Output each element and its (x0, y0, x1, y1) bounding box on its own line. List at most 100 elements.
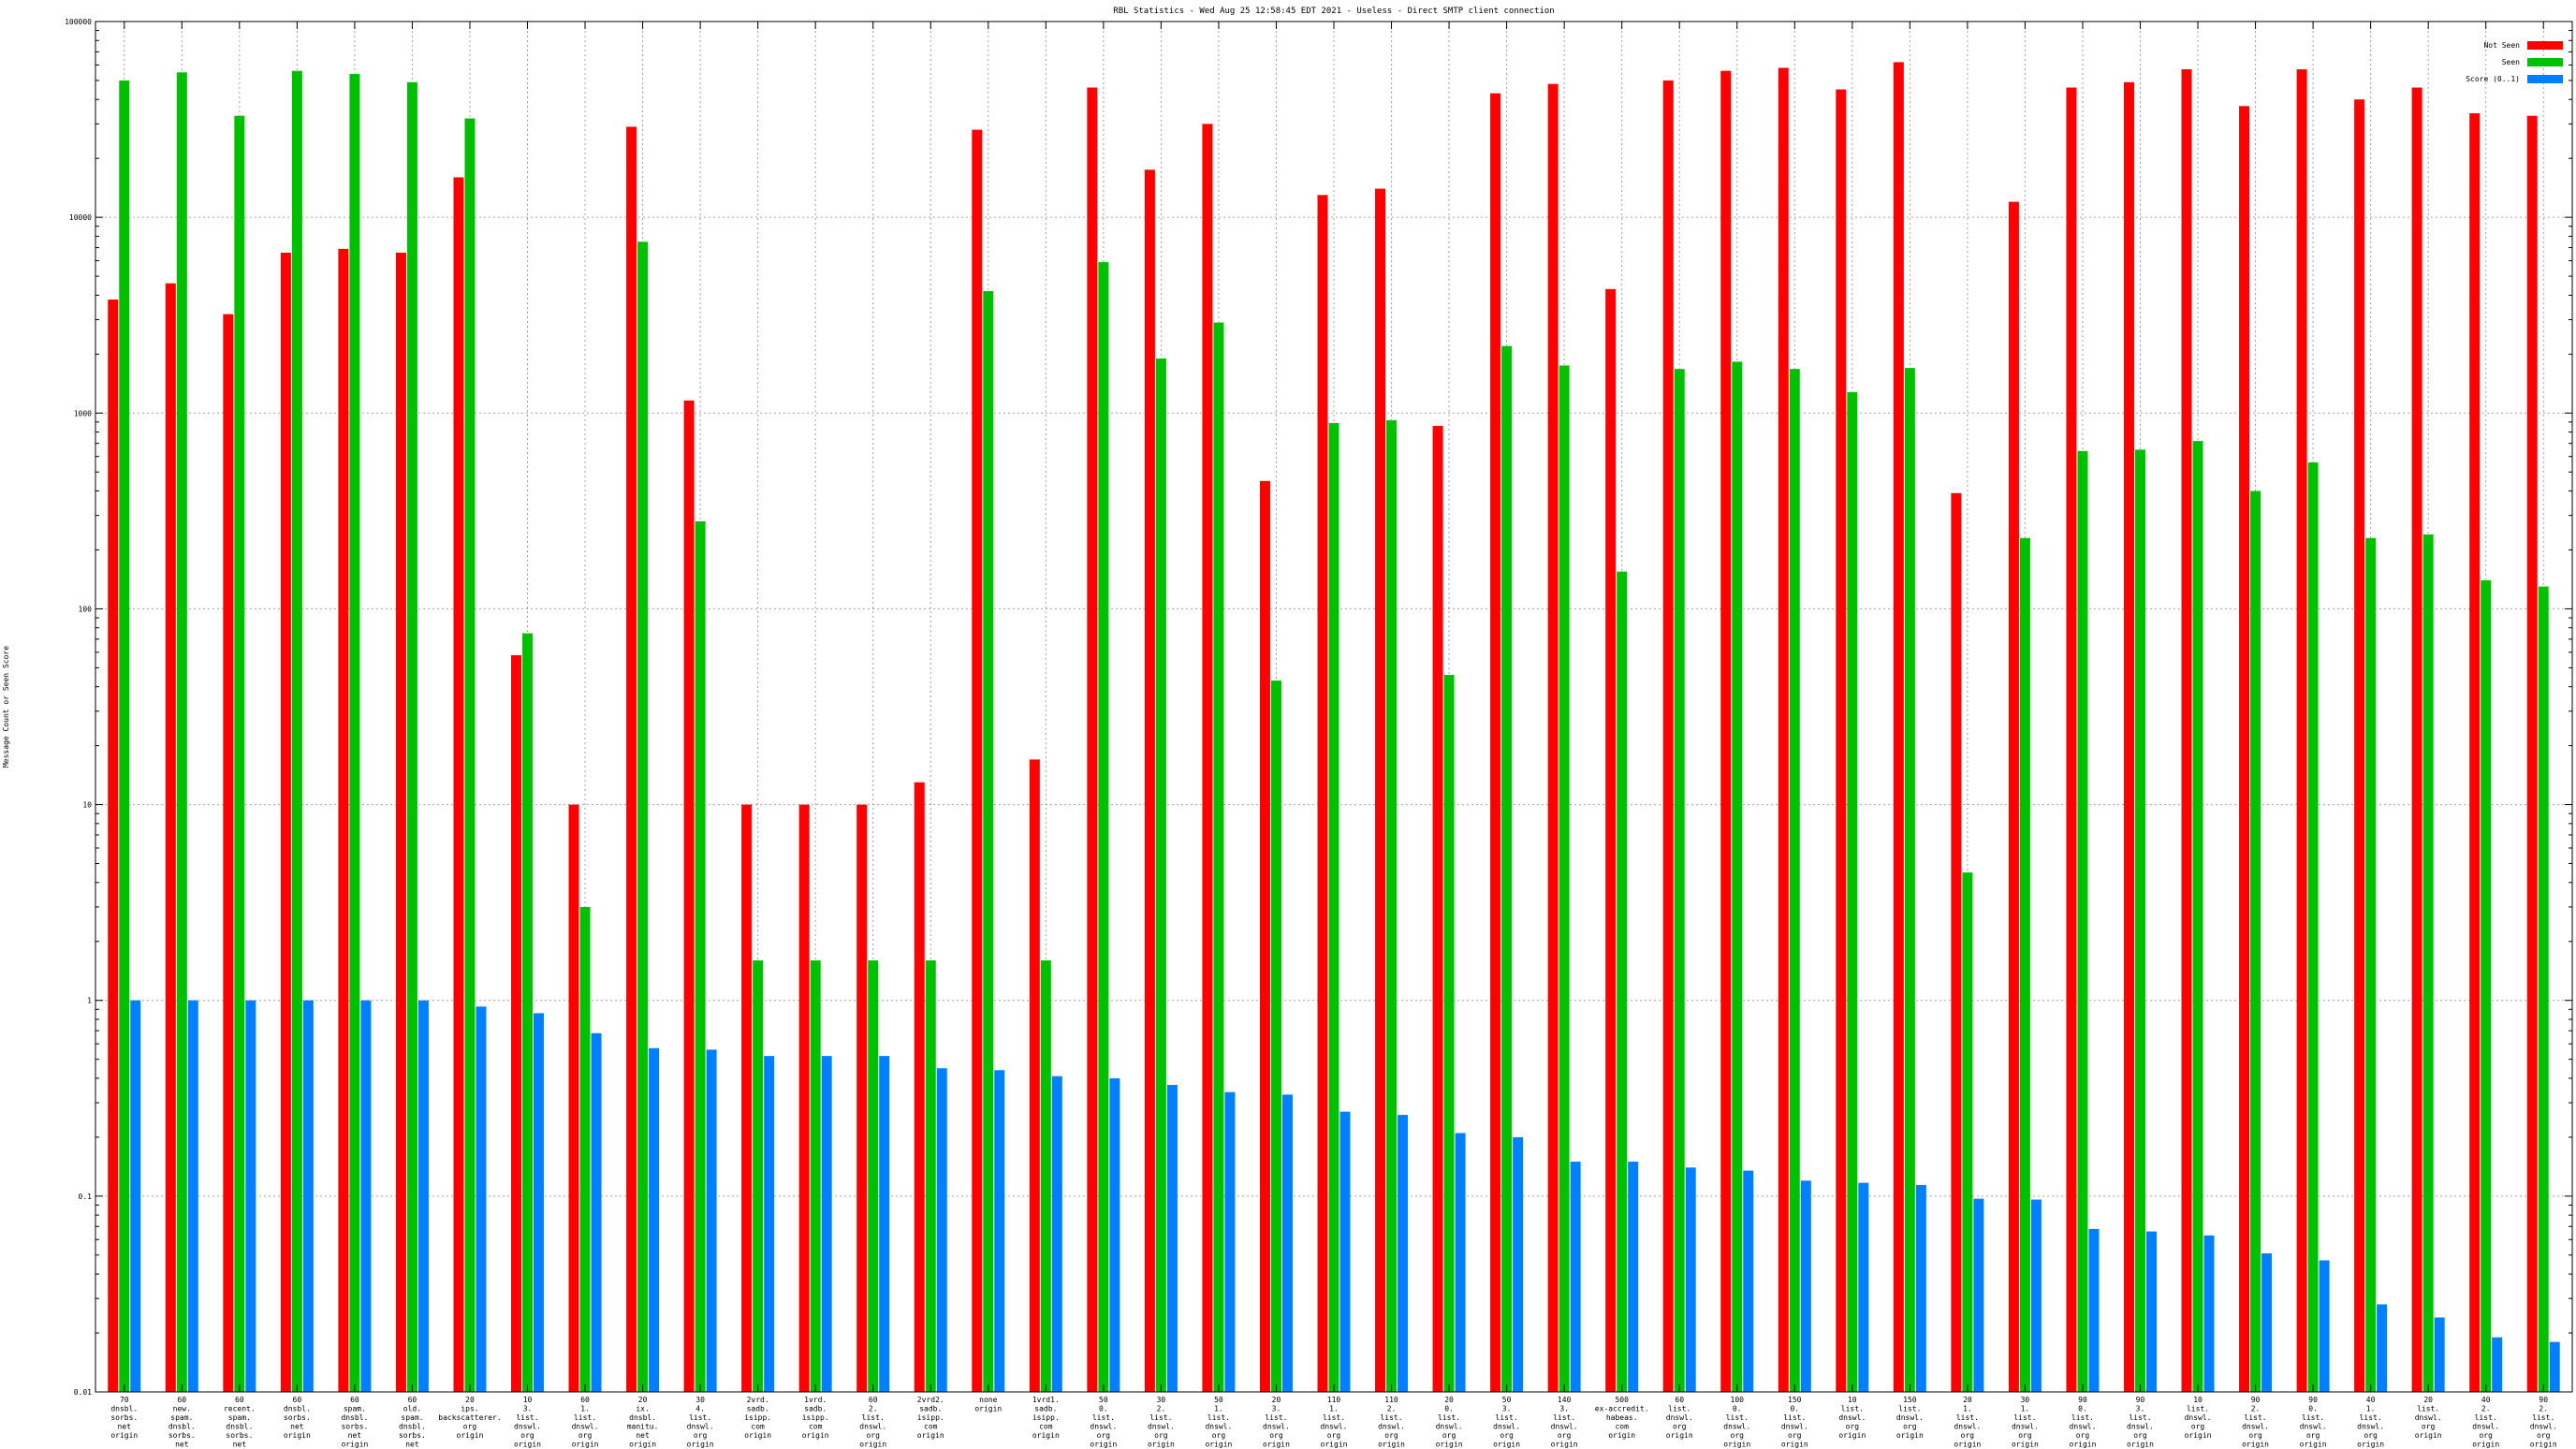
bar-not-seen (1144, 169, 1155, 1392)
bar-score-0-1 (1339, 1111, 1351, 1392)
bar-score-0-1 (2549, 1341, 2560, 1392)
x-tick-label: 20 ips. backscatterer. org origin (438, 1396, 501, 1440)
y-tick-label: 10000 (69, 213, 92, 222)
bar-score-0-1 (1800, 1180, 1811, 1392)
bar-not-seen (1951, 492, 1962, 1392)
bar-score-0-1 (649, 1047, 660, 1392)
bar-seen (1328, 422, 1339, 1393)
x-tick-label: 20 3. list. dnswl. org origin (1263, 1396, 1290, 1449)
bar-score-0-1 (1109, 1077, 1120, 1392)
bar-seen (1732, 361, 1743, 1392)
bar-not-seen (914, 782, 925, 1392)
bar-seen (637, 242, 649, 1392)
bar-score-0-1 (360, 1000, 372, 1392)
bar-seen (579, 906, 591, 1392)
bar-score-0-1 (2030, 1199, 2042, 1392)
bar-not-seen (1029, 759, 1040, 1392)
bar-seen (464, 118, 476, 1392)
bar-not-seen (1547, 83, 1559, 1392)
bar-not-seen (972, 129, 983, 1393)
x-tick-label: 60 dnsbl. sorbs. net origin (284, 1396, 311, 1440)
bar-score-0-1 (821, 1056, 832, 1392)
bar-seen (1155, 358, 1166, 1393)
x-tick-label: 90 2. list. dnswl. org origin (2530, 1396, 2557, 1449)
x-tick-label: 1vrd. sadb. isipp. com origin (802, 1396, 829, 1440)
bar-not-seen (511, 654, 522, 1392)
x-tick-label: 10 list. dnswl. org origin (1838, 1396, 1866, 1440)
bar-score-0-1 (764, 1056, 775, 1392)
bar-not-seen (2239, 106, 2250, 1393)
category-labels: 70 dnsbl. sorbs. net origin 60 new. spam. dnsbl.… (110, 1396, 2557, 1449)
bar-seen (1443, 674, 1455, 1392)
x-tick-label: 110 1. list. dnswl. org origin (1321, 1396, 1348, 1449)
bar-not-seen (2296, 69, 2307, 1393)
y-tick-label: 0.01 (74, 1388, 92, 1397)
bar-not-seen (798, 804, 810, 1392)
bar-not-seen (683, 400, 695, 1392)
bar-score-0-1 (2492, 1337, 2503, 1392)
bar-seen (1386, 419, 1398, 1392)
bar-score-0-1 (591, 1032, 602, 1392)
legend-label: Score (0..1) (2466, 75, 2520, 83)
y-axis-label: Message Count or Seen Score (2, 646, 10, 768)
x-tick-label: 10 list. dnswl. org origin (2185, 1396, 2212, 1440)
bar-score-0-1 (1570, 1162, 1581, 1392)
bar-not-seen (741, 804, 753, 1392)
bar-seen (1674, 369, 1685, 1393)
x-tick-label: 2vrd. sadb. isipp. com origin (744, 1396, 771, 1440)
x-tick-label: 40 2. list. dnswl. org origin (2472, 1396, 2499, 1449)
axes: 0.01 0.1 1 10 100 1000 10000 100000 (65, 18, 2572, 1397)
x-tick-label: 140 3. list. dnswl. org origin (1551, 1396, 1578, 1449)
bar-score-0-1 (936, 1068, 947, 1392)
bar-not-seen (165, 283, 176, 1392)
legend-swatch (2527, 41, 2563, 50)
bar-not-seen (1836, 89, 1847, 1393)
y-tick-label: 100 (79, 605, 93, 613)
x-tick-label: 30 2. list. dnswl. org origin (1148, 1396, 1175, 1449)
x-tick-label: 20 list. dnswl. org origin (2415, 1396, 2442, 1440)
bar-not-seen (568, 804, 579, 1392)
x-tick-label: 60 spam. dnsbl. sorbs. net origin (341, 1396, 368, 1449)
bar-not-seen (2008, 201, 2019, 1393)
bar-not-seen (626, 126, 637, 1392)
x-tick-label: 50 3. list. dnswl. org origin (1493, 1396, 1520, 1449)
bar-score-0-1 (2145, 1231, 2157, 1392)
x-tick-label: 50 0. list. dnswl. org origin (1090, 1396, 1117, 1449)
bar-score-0-1 (1281, 1094, 1293, 1392)
x-tick-label: 90 3. list. dnswl. org origin (2127, 1396, 2154, 1449)
bar-not-seen (1720, 70, 1732, 1392)
x-tick-label: 20 1. list. dnswl. org origin (1954, 1396, 1981, 1449)
bar-score-0-1 (2434, 1317, 2445, 1392)
bar-not-seen (1662, 80, 1674, 1393)
bar-not-seen (1375, 188, 1386, 1393)
x-tick-label: 70 dnsbl. sorbs. net origin (110, 1396, 138, 1440)
bar-seen (522, 633, 534, 1392)
bar-seen (695, 520, 706, 1392)
bar-score-0-1 (1743, 1170, 1754, 1392)
legend-swatch (2527, 58, 2563, 66)
bar-not-seen (2526, 115, 2538, 1393)
bar-seen (2250, 490, 2261, 1392)
bar-score-0-1 (994, 1070, 1005, 1392)
bar-score-0-1 (245, 1000, 256, 1392)
bar-seen (925, 960, 936, 1392)
bar-not-seen (1259, 480, 1270, 1392)
x-tick-label: 150 0. list. dnswl. org origin (1781, 1396, 1808, 1449)
bar-not-seen (1605, 288, 1617, 1393)
bar-score-0-1 (476, 1006, 487, 1392)
bar-seen (1040, 960, 1051, 1392)
bar-score-0-1 (879, 1056, 890, 1392)
bar-score-0-1 (2377, 1304, 2388, 1392)
bar-not-seen (1087, 87, 1098, 1393)
bar-seen (234, 115, 245, 1393)
bar-score-0-1 (1628, 1162, 1639, 1392)
bar-seen (349, 73, 360, 1393)
legend-label: Seen (2502, 58, 2520, 66)
bar-not-seen (395, 252, 406, 1393)
bar-seen (1270, 681, 1281, 1392)
bar-seen (2365, 537, 2377, 1392)
x-tick-label: 30 4. list. dnswl. org origin (687, 1396, 714, 1449)
